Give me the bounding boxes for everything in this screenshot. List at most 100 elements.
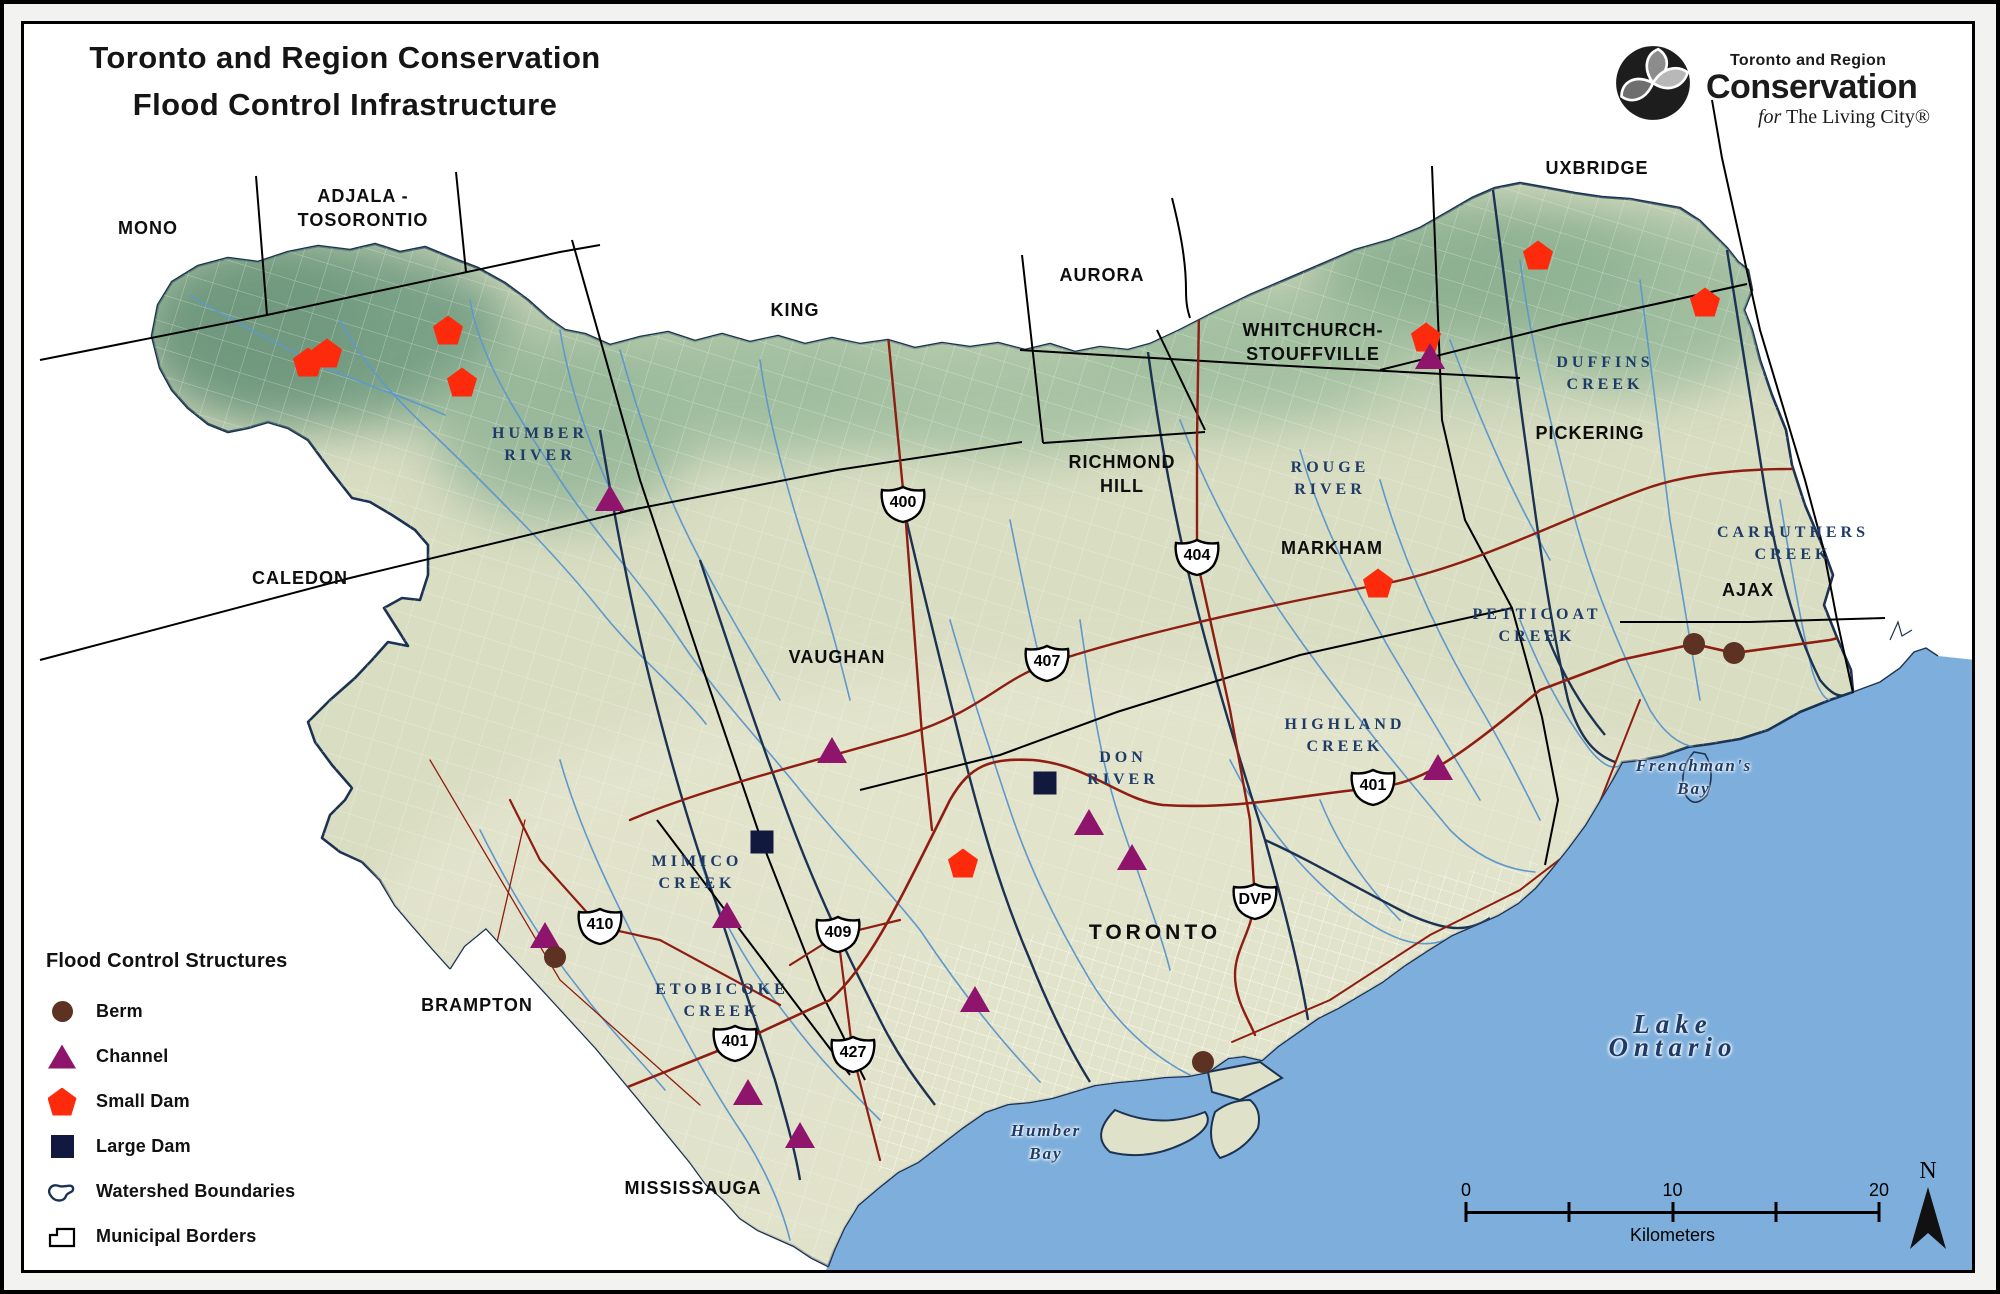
basemap <box>39 99 1972 1270</box>
scale-tick-label: 0 <box>1460 1180 1472 1200</box>
small-dam-marker <box>1363 568 1393 598</box>
label-aurora: AURORA <box>1059 265 1145 285</box>
square-icon <box>42 1135 82 1158</box>
channel-marker <box>733 1079 763 1105</box>
scale-bar-line <box>1464 1202 1881 1222</box>
label-humber-river: HUMBER RIVER <box>492 425 588 464</box>
label-adjala-tosorontio: ADJALA - TOSORONTIO <box>297 186 429 230</box>
large-dam-marker <box>1033 771 1057 795</box>
channel-marker <box>817 737 847 763</box>
label-caledon: CALEDON <box>252 568 348 588</box>
scale-bar-unit: Kilometers <box>1629 1225 1716 1245</box>
berm-marker <box>1683 633 1705 655</box>
highway-shield-409: 409 <box>814 915 862 955</box>
legend: Flood Control Structures Berm Channel Smal… <box>42 950 372 1259</box>
label-pickering: PICKERING <box>1535 423 1645 443</box>
label-petticoat-creek: PETTICOAT CREEK <box>1472 606 1602 645</box>
highway-shield-407: 407 <box>1023 644 1071 684</box>
highway-shield-404: 404 <box>1173 538 1221 578</box>
trca-globe-leaves-icon <box>1616 46 1690 120</box>
legend-item-label: Small Dam <box>96 1091 190 1111</box>
berm-marker <box>1723 642 1745 664</box>
scale-tick-label: 10 <box>1662 1180 1683 1200</box>
label-etobicoke-creek: ETOBICOKE CREEK <box>655 981 789 1020</box>
logo-line2: Conservation <box>1706 68 1918 106</box>
logo-tagline: for The Living City® <box>1758 106 1931 128</box>
pentagon-icon <box>42 1087 82 1116</box>
label-richmond-hill: RICHMOND HILL <box>1068 452 1176 496</box>
legend-item-label: Large Dam <box>96 1136 191 1156</box>
label-rouge-river: ROUGE RIVER <box>1290 459 1370 498</box>
berm-marker <box>544 946 566 968</box>
small-dam-marker <box>1411 322 1441 352</box>
label-whitchurch-stouffville: WHITCHURCH- STOUFFVILLE <box>1242 320 1384 364</box>
scale-tick-label: 20 <box>1868 1180 1890 1200</box>
municipal-borders <box>39 99 1886 1081</box>
label-mono: MONO <box>118 218 178 238</box>
legend-item-label: Channel <box>96 1046 169 1066</box>
highway-shield-dvp: DVP <box>1231 882 1279 922</box>
channel-marker <box>960 986 990 1012</box>
legend-item-small-dam: Small Dam <box>42 1079 372 1124</box>
small-dam-marker <box>1523 240 1553 270</box>
toronto-islands <box>1100 1060 1284 1160</box>
title-line2: Flood Control Infrastructure <box>132 87 558 122</box>
squiggle-icon <box>42 1180 82 1204</box>
label-lake-ontario: Lake Ontario <box>1608 1009 1738 1062</box>
legend-item-berm: Berm <box>42 989 372 1034</box>
label-carruthers-creek: CARRUTHERS CREEK <box>1716 524 1870 563</box>
label-toronto: TORONTO <box>1088 921 1222 944</box>
rivers <box>189 259 1831 1241</box>
highway-shield-427: 427 <box>829 1035 877 1075</box>
channel-marker <box>530 922 560 948</box>
label-uxbridge: UXBRIDGE <box>1545 158 1649 178</box>
large-dam-marker <box>750 830 774 854</box>
small-dam-marker <box>447 367 477 397</box>
label-duffins-creek: DUFFINS CREEK <box>1556 354 1654 393</box>
north-arrow-icon <box>1910 1187 1946 1249</box>
label-king: KING <box>770 300 820 320</box>
map-overlay: MONO ADJALA - TOSORONTIO KING AURORA UXBRIDGE… <box>24 24 1972 1270</box>
label-mimico-creek: MIMICO CREEK <box>651 853 743 892</box>
legend-item-large-dam: Large Dam <box>42 1124 372 1169</box>
highway-shield-401: 401 <box>1349 768 1397 808</box>
channel-marker <box>1074 809 1104 835</box>
legend-item-municipal-borders: Municipal Borders <box>42 1214 372 1259</box>
legend-item-label: Berm <box>96 1001 143 1021</box>
label-markham: MARKHAM <box>1281 538 1383 558</box>
logo-line1: Toronto and Region <box>1730 52 1887 69</box>
legend-item-channel: Channel <box>42 1034 372 1079</box>
triangle-icon <box>42 1044 82 1069</box>
small-dam-marker <box>948 848 978 878</box>
label-brampton: BRAMPTON <box>421 995 533 1015</box>
channel-marker <box>785 1122 815 1148</box>
highway-shield-401: 401 <box>711 1024 759 1064</box>
highway-shield-410: 410 <box>576 907 624 947</box>
frenchmans-bay <box>1682 751 1712 804</box>
label-mississauga: MISSISSAUGA <box>624 1178 762 1198</box>
legend-item-label: Watershed Boundaries <box>96 1181 296 1201</box>
small-dam-marker <box>1690 287 1720 317</box>
north-label: N <box>1919 1158 1937 1184</box>
channel-marker <box>1423 754 1453 780</box>
label-vaughan: VAUGHAN <box>788 647 886 667</box>
channel-marker <box>712 902 742 928</box>
small-dam-marker <box>433 315 463 345</box>
scale-bar: 0 10 20 Kilometers <box>1461 1180 1889 1246</box>
label-highland-creek: HIGHLAND CREEK <box>1284 716 1406 755</box>
label-ajax: AJAX <box>1721 580 1775 600</box>
channel-marker <box>595 485 625 511</box>
circle-icon <box>42 1001 82 1022</box>
legend-item-watershed-boundaries: Watershed Boundaries <box>42 1169 372 1214</box>
label-humber-bay: Humber Bay <box>1010 1121 1082 1163</box>
polygon-icon <box>42 1225 82 1249</box>
map-stage: MONO ADJALA - TOSORONTIO KING AURORA UXBRIDGE… <box>24 24 1972 1270</box>
map-title: Toronto and Region Conservation Flood Co… <box>40 34 650 128</box>
highway-shield-400: 400 <box>879 485 927 525</box>
trca-logo: Toronto and Region Conservation for The … <box>1612 42 1968 129</box>
small-dam-marker <box>312 338 342 368</box>
legend-item-label: Municipal Borders <box>96 1226 257 1246</box>
label-frenchman-s-bay: Frenchman's Bay <box>1635 756 1753 798</box>
legend-heading: Flood Control Structures <box>46 950 288 972</box>
label-don-river: DON RIVER <box>1087 749 1159 788</box>
